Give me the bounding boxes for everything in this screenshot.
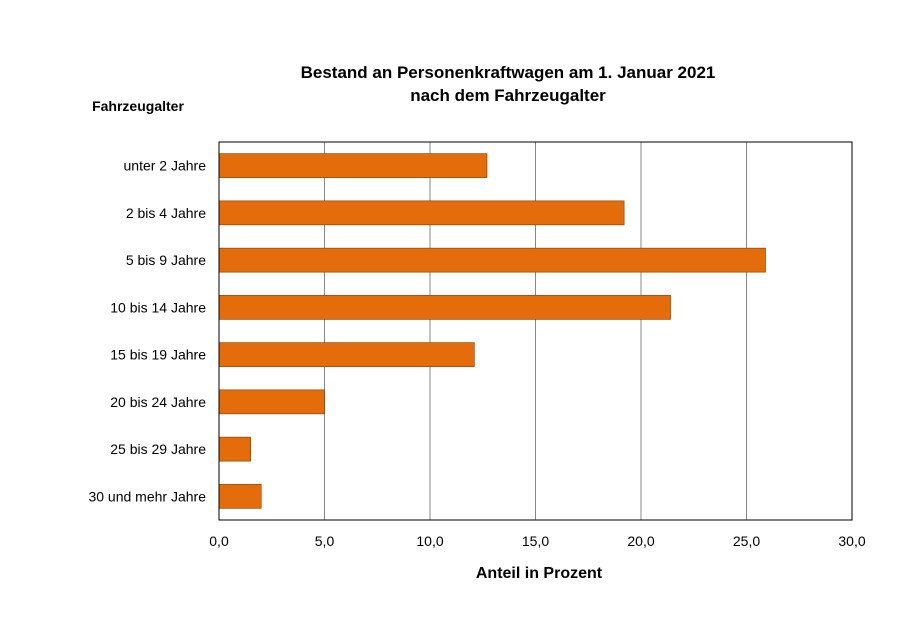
plot-area-frame [218, 141, 853, 521]
category-label: 15 bis 19 Jahre [110, 347, 206, 363]
category-label: 25 bis 29 Jahre [110, 441, 206, 457]
x-tick-label: 10,0 [416, 533, 443, 549]
chart-title-line-1: Bestand an Personenkraftwagen am 1. Janu… [301, 63, 716, 82]
bar [218, 389, 325, 415]
bar [218, 436, 251, 462]
category-label: 5 bis 9 Jahre [126, 252, 206, 268]
bar [218, 295, 671, 320]
x-tick-label: 15,0 [522, 533, 549, 549]
x-tick-label: 30,0 [838, 533, 865, 549]
category-labels: unter 2 Jahre 2 bis 4 Jahre 5 bis 9 Jahre 1… [88, 158, 206, 505]
bar [218, 484, 262, 509]
category-label: 2 bis 4 Jahre [126, 205, 206, 221]
chart-title: Bestand an Personenkraftwagen am 1. Janu… [301, 63, 716, 105]
bar [218, 200, 625, 226]
category-label: unter 2 Jahre [124, 158, 207, 174]
x-axis-title: Anteil in Prozent [476, 565, 603, 582]
x-tick-label: 5,0 [315, 533, 335, 549]
gridlines [324, 142, 747, 520]
x-tick-label: 20,0 [627, 533, 654, 549]
category-label: 10 bis 14 Jahre [110, 299, 206, 315]
x-tick-labels: 0,0 5,0 10,0 15,0 20,0 25,0 30,0 [209, 533, 866, 549]
category-label: 30 und mehr Jahre [88, 488, 206, 504]
y-axis-title: Fahrzeugalter [92, 98, 184, 114]
bar [218, 342, 475, 367]
x-tick-label: 0,0 [209, 533, 229, 549]
bar [218, 153, 488, 178]
bars [218, 153, 766, 509]
category-label: 20 bis 24 Jahre [110, 394, 206, 410]
bar [218, 247, 766, 273]
chart-title-line-2: nach dem Fahrzeugalter [410, 86, 606, 105]
x-tick-label: 25,0 [733, 533, 760, 549]
